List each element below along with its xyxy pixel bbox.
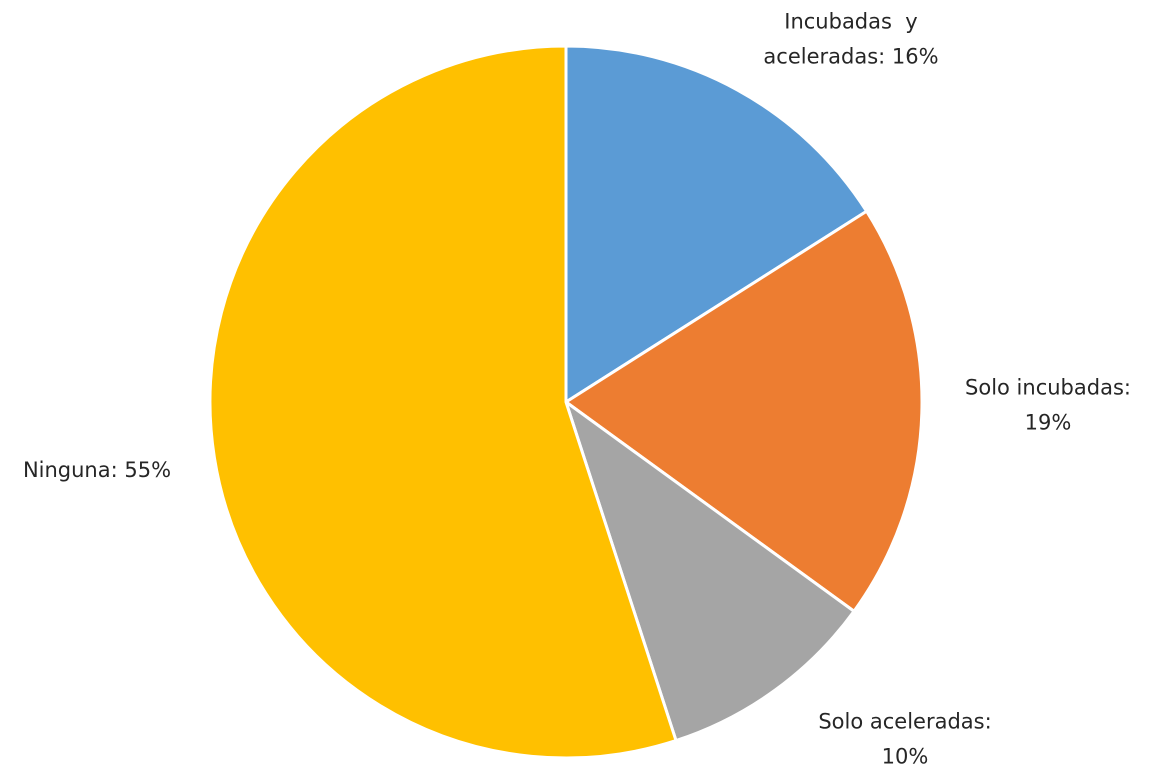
data-label-incubadas-y-aceleradas: Incubadas y aceleradas: 16% [763,10,938,69]
data-label-line: 19% [1025,411,1072,435]
pie-data-labels: Incubadas y aceleradas: 16% Solo incubadas… [23,10,1131,769]
data-label-line: 10% [882,745,929,769]
data-label-line: aceleradas: 16% [763,45,938,69]
pie-slice-ninguna [208,44,678,760]
pie-slice-solo-aceleradas [564,400,856,743]
data-label-ninguna: Ninguna: 55% [23,458,171,482]
pie-slices [208,44,924,760]
data-label-line: Ninguna: 55% [23,458,171,482]
pie-slice-incubadas-y-aceleradas [564,44,869,404]
pie-slice-solo-incubadas [564,209,924,613]
data-label-line: Solo aceleradas: [818,710,991,734]
data-label-solo-incubadas: Solo incubadas: 19% [965,376,1131,435]
data-label-solo-aceleradas: Solo aceleradas: 10% [818,710,991,769]
data-label-line: Incubadas y [784,10,917,34]
data-label-line: Solo incubadas: [965,376,1131,400]
